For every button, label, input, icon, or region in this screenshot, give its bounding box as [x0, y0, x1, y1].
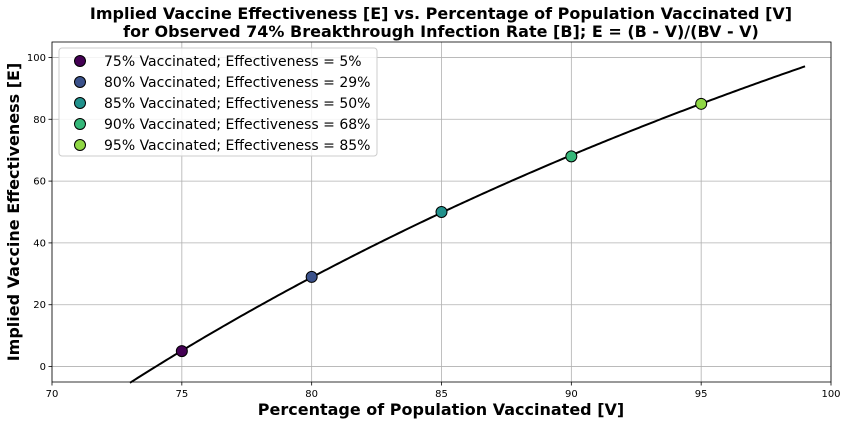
legend-marker [74, 118, 86, 130]
data-point [695, 97, 708, 110]
legend-marker [74, 139, 86, 151]
data-point [435, 206, 448, 218]
tick-labels: 70 75 80 85 90 95 100 0 20 40 60 80 100 [27, 53, 841, 400]
legend-marker [74, 97, 86, 109]
y-tick-label: 80 [33, 115, 46, 126]
x-tick-label: 85 [435, 389, 448, 400]
data-point [565, 150, 578, 163]
y-tick-label: 60 [33, 177, 46, 188]
x-tick-label: 70 [46, 389, 59, 400]
legend-entry: 85% Vaccinated; Effectiveness = 50% [104, 96, 370, 112]
x-tick-label: 75 [175, 389, 188, 400]
data-points [175, 97, 708, 358]
legend-box [58, 47, 378, 157]
y-tick-label: 20 [33, 300, 46, 311]
legend-marker [74, 55, 86, 67]
legend: 75% Vaccinated; Effectiveness = 5% 80% Va… [58, 47, 378, 157]
x-tick-label: 100 [821, 389, 840, 400]
y-tick-label: 0 [40, 362, 46, 373]
effectiveness-curve [129, 65, 806, 384]
data-point [175, 345, 188, 358]
y-tick-label: 100 [27, 53, 46, 64]
x-tick-label: 80 [305, 389, 318, 400]
legend-entry: 95% Vaccinated; Effectiveness = 85% [104, 138, 370, 154]
x-tick-label: 90 [565, 389, 578, 400]
chart-title-line-1: Implied Vaccine Effectiveness [E] vs. Pe… [90, 4, 792, 23]
legend-marker [74, 76, 86, 88]
legend-entry: 75% Vaccinated; Effectiveness = 5% [104, 54, 362, 70]
x-axis-label: Percentage of Population Vaccinated [V] [258, 400, 624, 419]
y-axis-label: Implied Vaccine Effectiveness [E] [4, 63, 23, 362]
legend-entry: 90% Vaccinated; Effectiveness = 68% [104, 117, 370, 133]
data-point [305, 270, 318, 283]
legend-entry: 80% Vaccinated; Effectiveness = 29% [104, 75, 370, 91]
y-tick-label: 40 [33, 238, 46, 249]
x-tick-label: 95 [695, 389, 708, 400]
chart-title-line-2: for Observed 74% Breakthrough Infection … [123, 22, 759, 41]
